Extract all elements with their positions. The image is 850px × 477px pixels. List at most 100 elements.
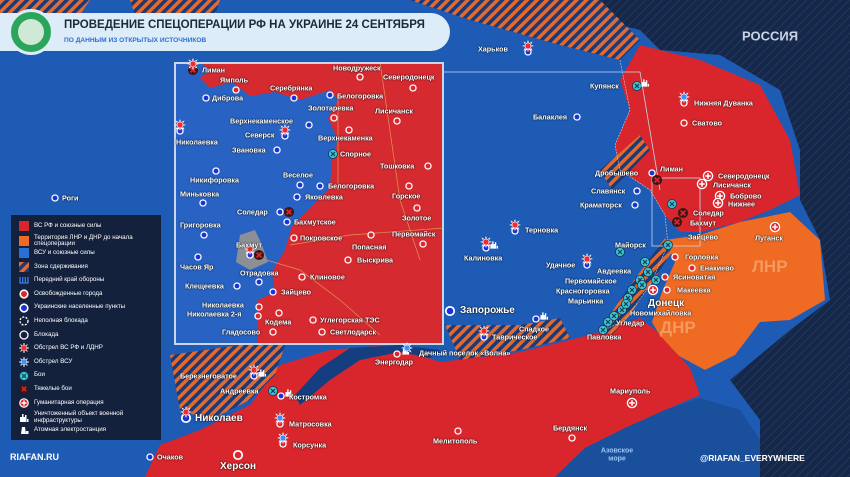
containment-zone [600, 135, 650, 190]
ukrainian-settlement-dot [200, 231, 208, 239]
city-label: Гладосово [222, 327, 261, 337]
ukrainian-settlement-dot [199, 199, 207, 207]
containment-zone [410, 0, 640, 60]
region-dnr: ДНР [660, 318, 696, 337]
city-label: Луганск [755, 233, 783, 243]
battle-icon [615, 247, 625, 257]
heavy-battle-icon [19, 384, 29, 394]
ring-icon [19, 330, 29, 340]
legend-label: Уничтоженный объект военной инфраструкту… [34, 410, 124, 424]
legend-label: Украинские населенные пункты [34, 303, 126, 311]
heavy-battle-icon [651, 174, 663, 186]
liberated-city-dot [393, 350, 401, 358]
shelling-burst-icon [180, 406, 192, 418]
city-label: Запорожье [460, 305, 515, 316]
battle-icon [643, 267, 653, 277]
liberated-city-dot [661, 273, 669, 281]
shelling-burst-ua-icon [678, 91, 690, 103]
footer-social[interactable]: @RIAFAN_EVERYWHERE [700, 453, 805, 463]
city-label: Березнеговатое [180, 371, 237, 381]
city-label: Серебрянка [270, 83, 313, 93]
footer-site[interactable]: RIAFAN.RU [10, 452, 59, 462]
city-label: Миньковка [180, 189, 220, 199]
city-label: Горское [392, 191, 421, 201]
city-label: Харьков [478, 44, 508, 54]
destroyed-infrastructure-icon [258, 369, 267, 378]
liberated-city-dot [290, 234, 298, 242]
city-label: Никифоровка [190, 175, 240, 185]
inset-roads [249, 61, 445, 336]
shelling-burst-icon [244, 243, 256, 255]
city-label: Купянск [590, 81, 619, 91]
liberated-city-dot [344, 256, 352, 264]
ukrainian-settlement-dot [255, 278, 263, 286]
liberated-city-dot [424, 162, 432, 170]
russia-territory [560, 0, 850, 477]
city-label: Зайцево [281, 287, 312, 297]
humanitarian-cross-icon [696, 178, 708, 190]
city-label: Клещеевка [185, 281, 224, 291]
legend-label: ВСУ и союзные силы [34, 248, 95, 256]
ukrainian-settlement-dot [444, 305, 456, 317]
liberated-city-dot [663, 286, 671, 294]
shelling-burst-ua-icon [401, 342, 413, 354]
legend-item: Украинские населенные пункты [19, 302, 159, 313]
shelling-burst-icon [187, 58, 199, 70]
legend-label: Бои [34, 371, 45, 379]
ukrainian-settlement-dot [233, 282, 241, 290]
page-title: ПРОВЕДЕНИЕ СПЕЦОПЕРАЦИИ РФ НА УКРАИНЕ 24… [64, 19, 425, 31]
city-label: Матросовка [289, 419, 332, 429]
ukrainian-settlement-dot [290, 94, 298, 102]
city-label: Энергодар [375, 357, 413, 367]
city-label: Николаев [195, 413, 243, 424]
region-lnr: ЛНР [752, 257, 788, 276]
heavy-battle-icon [253, 249, 265, 261]
city-label: Корсунка [293, 440, 327, 450]
liberated-city-dot [298, 273, 306, 281]
legend-label: Блокада [34, 330, 59, 338]
city-label: Соледар [693, 208, 724, 218]
legend-label: Освобожденные города [34, 289, 103, 297]
title-banner [0, 13, 450, 51]
liberated-city-dot [688, 264, 696, 272]
city-label: Григоровка [180, 220, 221, 230]
city-label: Николаевка [176, 137, 218, 147]
legend-label: Гуманитарная операция [34, 398, 104, 406]
inset-russian-area [174, 62, 444, 345]
ukrainian-settlement-dot [316, 182, 324, 190]
city-label: Светлодарск [330, 327, 377, 337]
city-label: Балаклея [533, 112, 568, 122]
ukrainian-settlement-dot [194, 253, 202, 261]
ukrainian-settlement-dot [202, 94, 210, 102]
city-label: Бахмут [236, 240, 262, 250]
globe-icon [18, 19, 44, 45]
city-label: Ямполь [220, 75, 249, 85]
liberated-city-dot [680, 119, 688, 127]
city-label: Выскрива [357, 255, 394, 265]
shelling-burst-icon [581, 253, 593, 265]
destroyed-infrastructure-icon [641, 79, 650, 88]
legend-item: Неполная блокада [19, 316, 159, 326]
city-label: Спорное [340, 149, 372, 159]
ukrainian-settlement-dot [532, 315, 540, 323]
azov-sea [555, 398, 760, 477]
ukrainian-settlement-dot [146, 453, 154, 461]
ukrainian-settlement-dot [633, 187, 641, 195]
shelling-burst-icon [522, 40, 534, 52]
legend-item: Зона сдерживания [19, 261, 159, 272]
legend-item: Атомная электростанция [19, 425, 159, 435]
orange-square-icon [19, 236, 29, 247]
blue-square-icon [19, 248, 29, 259]
city-label: Лисичанск [713, 180, 751, 190]
city-label: Николаевка 2-я [187, 309, 242, 319]
city-label: Соледар [237, 207, 268, 217]
shelling-burst-icon [480, 236, 492, 248]
front-line [599, 59, 669, 333]
battle-icon [627, 285, 637, 295]
city-label: Белогоровка [328, 181, 375, 191]
ukrainian-settlement-dot [269, 288, 277, 296]
ukrainian-settlement-dot [631, 201, 639, 209]
city-label: Углегорская ТЭС [320, 315, 380, 325]
humanitarian-icon [19, 397, 29, 408]
city-label: Славянск [591, 186, 626, 196]
